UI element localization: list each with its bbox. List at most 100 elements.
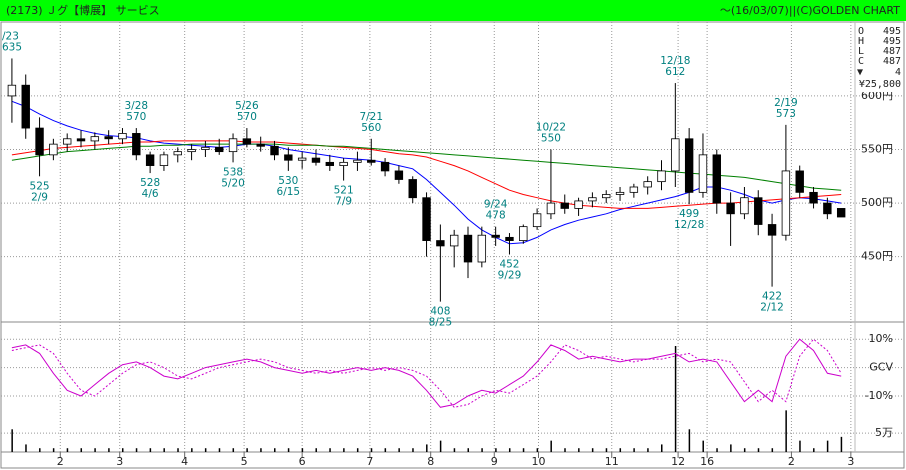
candle-body [795,170,804,193]
annotation-price: 612 [665,66,685,78]
x-tick-label: 6 [299,455,306,468]
volume-bar [799,440,801,452]
candle-body [657,170,666,183]
x-tick-label: 3 [116,455,123,468]
volume-bar [356,448,359,452]
candle-body [823,202,832,215]
annotation-price: 530 [278,175,298,187]
volume-bar [177,448,179,452]
volume-bar [204,448,207,452]
annotation-price: 525 [30,180,50,192]
annotation-date: /23 [2,30,19,42]
volume-bar [550,440,552,452]
x-tick-label: 11 [605,455,619,468]
quote-label: C [858,56,864,67]
annotation-price: 560 [361,122,381,134]
volume-bar [757,448,760,452]
annotation-date: 12/28 [674,219,704,231]
volume-bar [743,448,746,452]
volume-bar [730,444,732,452]
annotation-price: 452 [499,259,519,271]
candle-body [643,181,652,188]
candle-body [684,138,694,193]
candle-body [353,159,362,163]
annotation-date: 12/18 [660,55,690,67]
candle-body [726,202,735,215]
annotation-price: 573 [776,108,796,120]
candle-body [519,226,528,241]
x-tick-label: 10 [531,455,545,468]
annotation-date: 3/28 [125,100,149,112]
candle-body [532,213,542,228]
candle-body [35,127,44,156]
y-tick-label: 600円 [861,89,893,102]
volume-bar [564,448,566,452]
quote-value: 495 [883,26,901,37]
candle-body [311,157,321,163]
quote-value: 487 [883,46,901,57]
annotation-price: 538 [223,166,243,178]
candle-body [173,151,182,156]
volume-bar [343,448,345,452]
volume-bar [785,410,787,452]
candle-body [21,84,30,129]
candle-body [62,138,72,145]
candle-body [781,170,791,236]
volume-bar [260,448,262,452]
x-tick-label: 8 [427,455,434,468]
volume-bar [605,448,608,452]
candle-body [712,154,721,204]
candle-body [284,154,293,161]
candle-body [574,200,583,209]
annotation-date: 5/20 [221,177,245,189]
volume-bar [135,448,138,452]
annotation-price: 408 [430,306,450,318]
volume-bar [287,448,290,452]
candle-body [754,197,763,225]
candle-body [228,138,238,153]
volume-bar [453,448,456,452]
y-tick-label: 550円 [861,143,893,156]
annotation-price: 422 [762,291,782,303]
volume-bar [149,448,152,452]
volume-bar [591,448,594,452]
candle-body [422,197,431,241]
volume-bar [108,448,110,452]
annotation-date: 9/24 [484,199,508,211]
volume-bar [508,448,511,452]
y-tick-label: 500円 [861,196,893,209]
candle-body [505,236,514,241]
chart-subtitle: ～(16/03/07)||(C)GOLDEN CHART [720,4,900,17]
candle-body [187,149,196,153]
candle-body [242,138,252,145]
volume-bar [11,429,13,452]
candle-body [740,197,749,215]
volume-bar [163,448,165,452]
annotation-date: 7/21 [359,111,383,123]
candle-body [49,143,58,156]
candle-body [698,154,708,193]
candle-body [325,161,334,166]
quote-value: 495 [883,36,901,47]
candle-body [560,202,569,209]
annotation-date: 5/26 [235,100,259,112]
candle-body [602,194,611,199]
volume-bar [633,448,635,452]
volume-bar [39,448,41,452]
candle-body [449,234,459,247]
candle-body [767,224,777,236]
average-line [11,140,842,209]
volume-bar [274,448,276,452]
volume-bar [688,429,691,452]
y-tick-label: 450円 [861,250,893,263]
volume-bar [246,448,248,452]
x-tick-label: 2 [57,455,64,468]
quote-change-symbol: ▼ [857,67,863,78]
candle-body [118,133,127,140]
annotation-price: 550 [541,133,561,145]
candle-body [615,191,625,195]
candle-body [145,154,155,166]
annotation-date: 9/29 [498,270,522,282]
chart-title: (2173) Ｊグ【博展】 サービス [6,3,160,17]
volume-bar [398,448,400,452]
